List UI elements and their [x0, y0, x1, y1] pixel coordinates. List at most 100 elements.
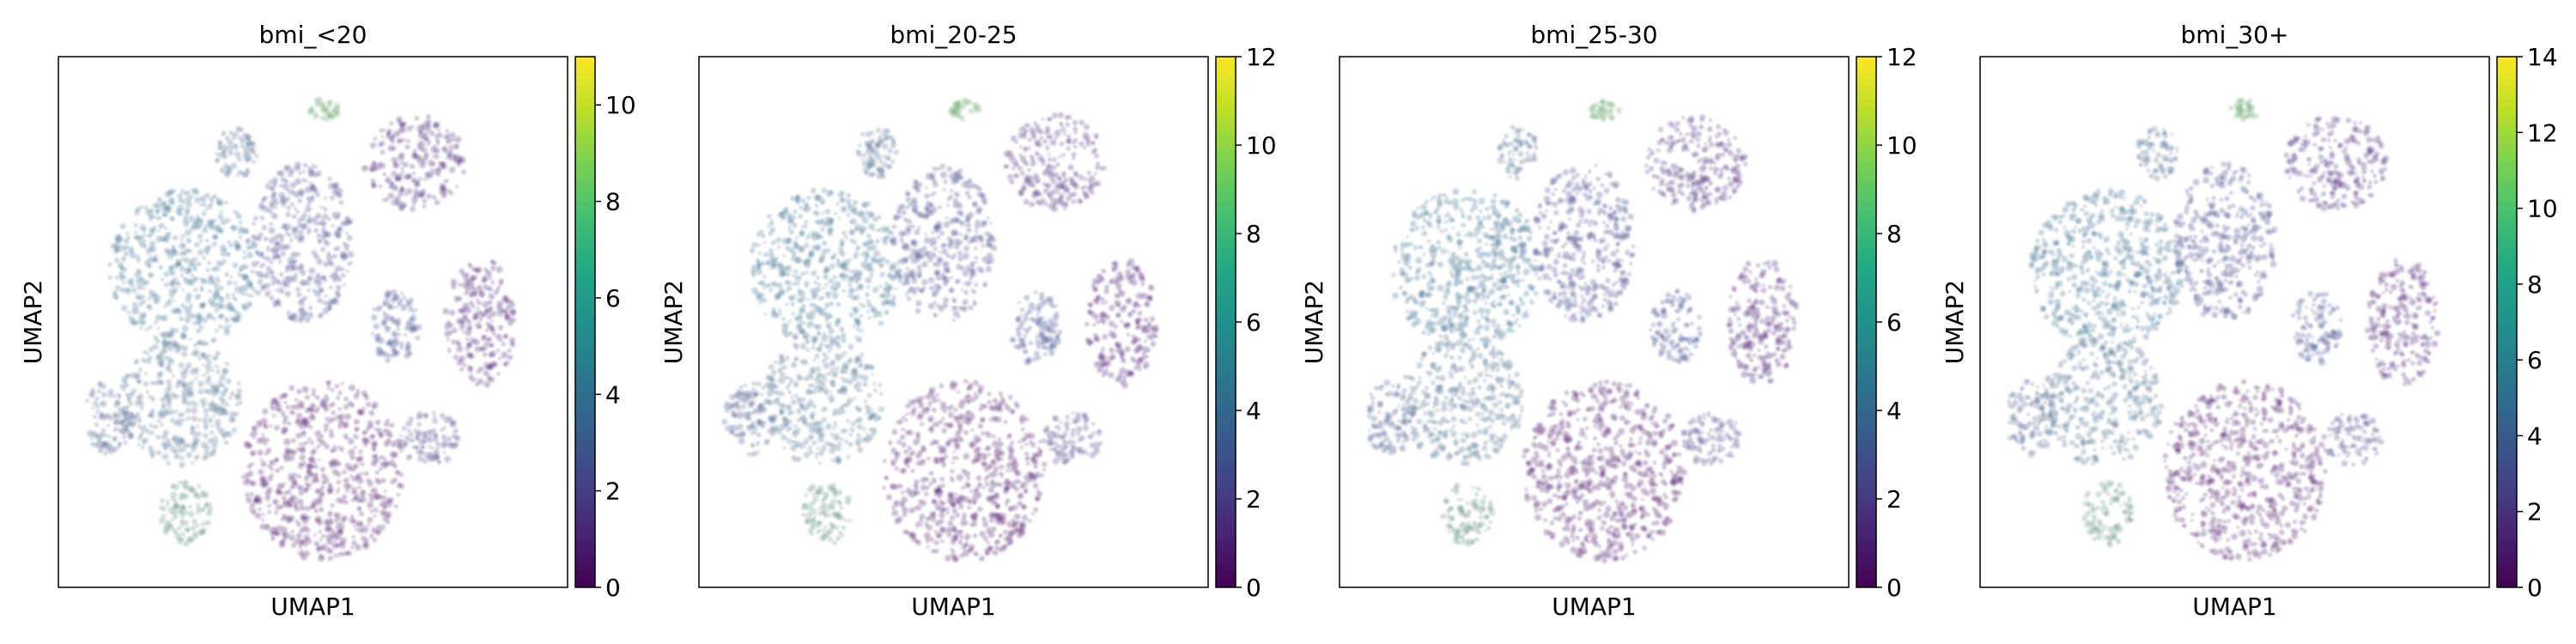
scatter-point	[934, 269, 941, 276]
scatter-point	[997, 437, 1002, 441]
scatter-point	[799, 415, 807, 422]
scatter-point	[307, 218, 312, 223]
scatter-point	[404, 326, 409, 331]
scatter-point	[434, 148, 440, 155]
scatter-point	[383, 298, 391, 306]
scatter-point	[1084, 193, 1089, 198]
scatter-point	[831, 398, 835, 403]
scatter-point	[957, 315, 961, 319]
scatter-point	[296, 474, 301, 479]
scatter-point	[995, 538, 1001, 544]
scatter-point	[511, 343, 515, 348]
scatter-point	[331, 224, 335, 228]
scatter-point	[963, 224, 967, 228]
scatter-point	[330, 388, 335, 392]
scatter-point	[381, 197, 386, 203]
scatter-point	[459, 268, 465, 275]
scatter-point	[943, 243, 946, 246]
scatter-point	[950, 288, 955, 293]
scatter-point	[326, 386, 331, 390]
scatter-point	[1091, 141, 1096, 145]
scatter-point	[955, 246, 958, 250]
scatter-point	[140, 431, 145, 436]
scatter-point	[386, 303, 392, 309]
scatter-point	[300, 462, 304, 466]
scatter-point	[145, 328, 149, 332]
scatter-point	[285, 211, 291, 217]
scatter-point	[405, 343, 411, 349]
scatter-point	[1144, 339, 1147, 343]
scatter-point	[855, 246, 860, 251]
scatter-point	[1035, 335, 1039, 339]
scatter-point	[1078, 174, 1084, 181]
scatter-point	[966, 222, 971, 228]
scatter-point	[789, 294, 796, 301]
scatter-point	[1003, 485, 1009, 492]
scatter-point	[157, 418, 161, 423]
scatter-point	[284, 223, 292, 230]
scatter-point	[308, 456, 316, 464]
scatter-point	[308, 267, 316, 275]
scatter-point	[415, 116, 419, 121]
scatter-point	[302, 212, 307, 217]
scatter-point	[824, 355, 829, 361]
scatter-point	[232, 262, 239, 269]
scatter-point	[399, 345, 404, 350]
scatter-point	[430, 446, 434, 450]
scatter-point	[483, 346, 488, 350]
scatter-point	[180, 303, 185, 308]
scatter-point	[440, 428, 444, 432]
scatter-point	[235, 173, 240, 177]
scatter-point	[903, 258, 908, 264]
scatter-point	[1019, 313, 1024, 318]
scatter-point	[495, 266, 503, 273]
scatter-point	[1060, 184, 1066, 190]
scatter-point	[422, 459, 428, 465]
scatter-point	[799, 232, 805, 238]
scatter-point	[386, 497, 392, 504]
scatter-point	[190, 425, 196, 431]
scatter-point	[790, 410, 794, 415]
scatter-point	[246, 134, 252, 140]
scatter-point	[299, 528, 305, 534]
scatter-point	[1090, 311, 1096, 317]
scatter-point	[1050, 179, 1057, 185]
scatter-point	[861, 241, 866, 246]
scatter-point	[148, 213, 155, 219]
scatter-point	[168, 270, 176, 276]
scatter-point	[280, 177, 287, 183]
scatter-point	[847, 276, 854, 283]
scatter-point	[194, 241, 200, 248]
scatter-point	[1038, 129, 1044, 135]
scatter-point	[874, 418, 878, 422]
scatter-point	[381, 135, 385, 138]
scatter-point	[212, 193, 217, 198]
scatter-point	[346, 234, 353, 241]
scatter-point	[1022, 514, 1028, 521]
colorbar-tick-label: 0	[605, 574, 621, 602]
scatter-point	[751, 242, 757, 248]
scatter-point	[390, 136, 395, 141]
scatter-point	[259, 436, 267, 444]
scatter-point	[1035, 151, 1040, 156]
scatter-point	[250, 270, 255, 274]
scatter-point	[340, 538, 347, 544]
scatter-point	[356, 456, 363, 463]
scatter-point	[784, 375, 789, 380]
scatter-point	[768, 231, 773, 236]
scatter-point	[212, 292, 217, 298]
scatter-point	[989, 404, 996, 411]
scatter-point	[265, 290, 271, 296]
scatter-point	[1152, 325, 1159, 331]
scatter-point	[976, 191, 983, 197]
scatter-point	[374, 459, 379, 464]
scatter-point	[311, 392, 316, 397]
scatter-point	[126, 373, 131, 378]
scatter-point	[861, 216, 869, 224]
scatter-point	[929, 204, 933, 208]
scatter-point	[1120, 319, 1124, 324]
scatter-point	[265, 523, 270, 528]
scatter-point	[947, 411, 954, 418]
scatter-point	[297, 299, 305, 307]
scatter-point	[211, 442, 218, 449]
